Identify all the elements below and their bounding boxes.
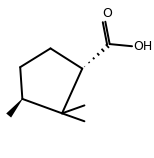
Text: OH: OH [133, 40, 152, 53]
Polygon shape [6, 99, 23, 118]
Text: O: O [102, 6, 112, 20]
